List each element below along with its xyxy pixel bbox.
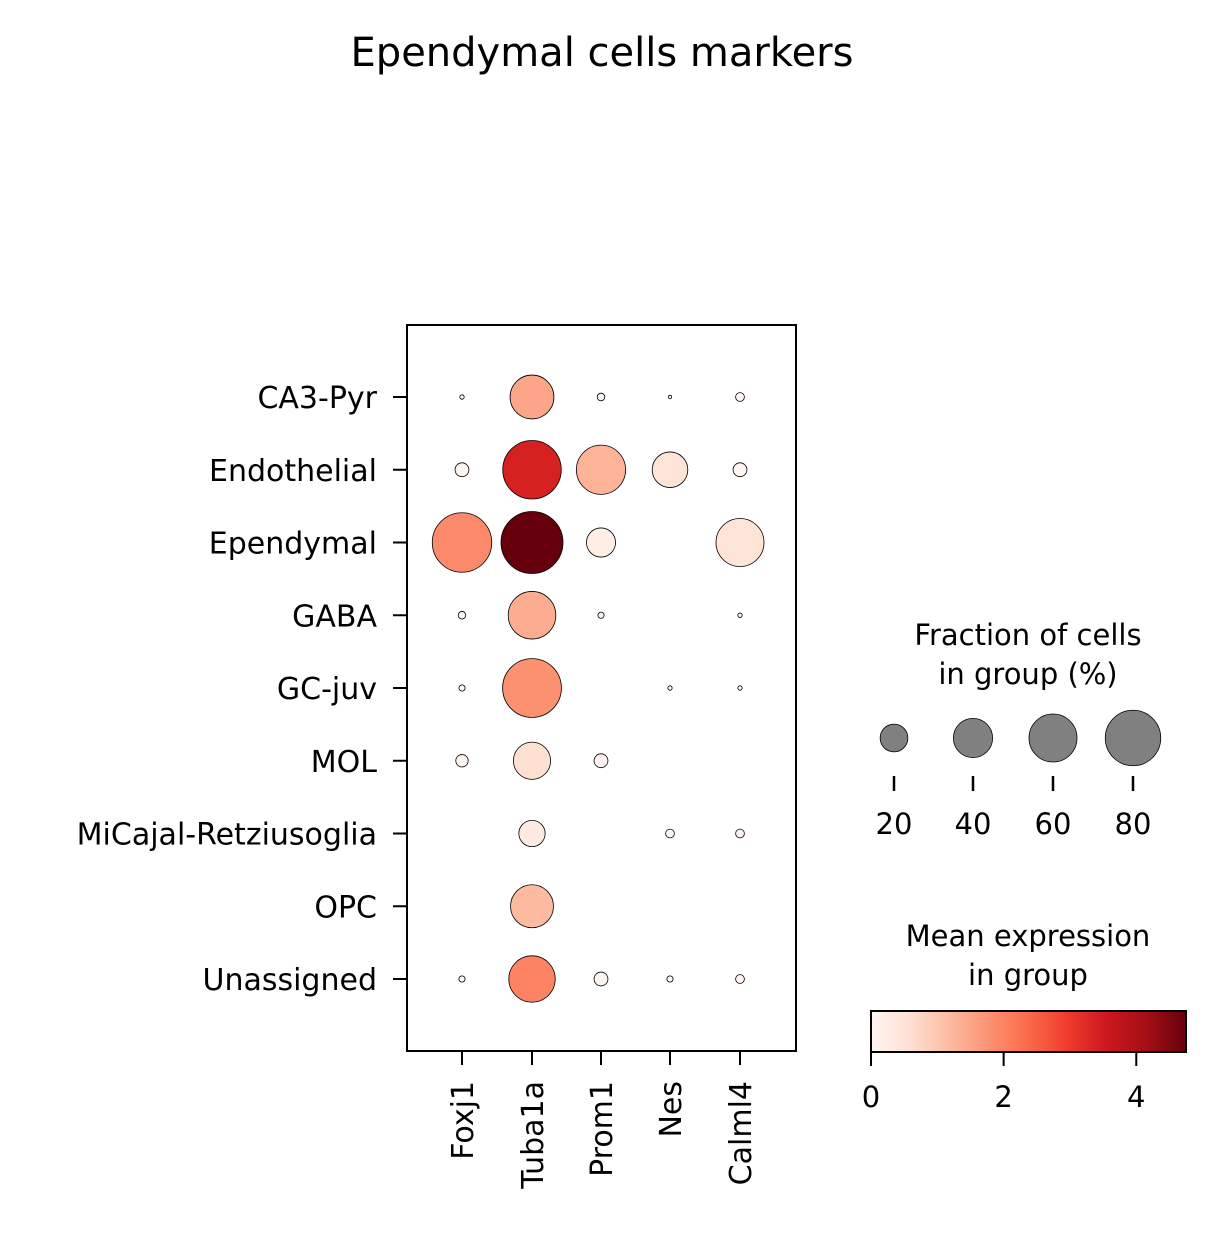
dot xyxy=(507,591,557,640)
dot xyxy=(458,684,466,692)
size-legend-dot xyxy=(1028,713,1078,763)
size-legend-label: 80 xyxy=(1115,807,1152,841)
y-tick-label: GABA xyxy=(292,599,377,634)
dot xyxy=(666,975,674,983)
y-tick-label: MiCajal-Retziusoglia xyxy=(77,818,377,853)
size-legend-title-line1: Fraction of cells xyxy=(914,618,1141,652)
dot xyxy=(502,440,562,500)
dot xyxy=(737,612,743,618)
dot xyxy=(651,451,689,488)
x-axis: Foxj1 Tuba1a Prom1 Nes Calml4 xyxy=(446,1051,759,1190)
y-axis: CA3-Pyr Endothelial Ependymal GABA GC-juv MOL… xyxy=(77,381,407,998)
dot-layer xyxy=(431,374,765,1003)
dot xyxy=(513,741,552,780)
x-tick-label: Foxj1 xyxy=(446,1081,481,1160)
dot xyxy=(737,685,743,691)
dot xyxy=(458,975,466,983)
y-tick-label: Endothelial xyxy=(209,454,377,489)
colorbar-tick-label: 0 xyxy=(862,1080,880,1114)
size-legend-label: 40 xyxy=(955,807,992,841)
x-tick-label: Prom1 xyxy=(585,1081,620,1177)
y-tick-label: MOL xyxy=(311,745,377,780)
dot xyxy=(500,511,564,574)
dot xyxy=(593,971,609,987)
colorbar xyxy=(870,1010,1187,1053)
color-legend: Mean expression in group 0 2 4 xyxy=(862,919,1187,1114)
color-legend-title-line2: in group xyxy=(968,958,1088,992)
x-tick-label: Tuba1a xyxy=(516,1081,551,1190)
dot xyxy=(455,754,469,768)
dot xyxy=(459,394,465,400)
dot xyxy=(502,658,562,718)
y-tick-label: OPC xyxy=(314,890,377,925)
y-tick-label: GC-juv xyxy=(277,672,377,707)
dot xyxy=(457,611,467,620)
dot xyxy=(575,444,627,495)
dot xyxy=(735,828,745,839)
dot xyxy=(732,462,748,478)
dot xyxy=(735,392,745,402)
dot xyxy=(735,974,745,984)
size-legend-dot xyxy=(879,723,909,753)
color-legend-title-line1: Mean expression xyxy=(906,919,1151,953)
chart-title: Ependymal cells markers xyxy=(351,30,854,76)
dot xyxy=(586,527,616,558)
size-legend-label: 20 xyxy=(876,807,913,841)
dot xyxy=(593,753,609,769)
dot xyxy=(431,512,493,573)
dot xyxy=(510,884,554,929)
dot xyxy=(665,828,675,839)
y-tick-label: CA3-Pyr xyxy=(257,381,377,416)
size-legend: Fraction of cells in group (%) 20 40 60 80 xyxy=(876,618,1162,841)
colorbar-tick-label: 2 xyxy=(994,1080,1012,1114)
dot xyxy=(509,374,555,420)
x-tick-label: Calml4 xyxy=(724,1081,759,1185)
size-legend-dot xyxy=(952,717,994,759)
size-legend-label: 60 xyxy=(1035,807,1072,841)
y-tick-label: Unassigned xyxy=(202,963,377,998)
dot xyxy=(518,819,546,848)
colorbar-tick-label: 4 xyxy=(1127,1080,1145,1114)
x-tick-label: Nes xyxy=(654,1081,689,1138)
y-tick-label: Ependymal xyxy=(209,527,377,562)
dot xyxy=(597,611,605,619)
dot xyxy=(667,685,673,691)
dot xyxy=(508,955,556,1003)
size-legend-title-line2: in group (%) xyxy=(938,657,1117,691)
dot xyxy=(454,462,470,478)
dot xyxy=(715,518,765,567)
size-legend-dot xyxy=(1104,709,1162,767)
dot xyxy=(596,392,606,402)
dot xyxy=(667,394,673,400)
